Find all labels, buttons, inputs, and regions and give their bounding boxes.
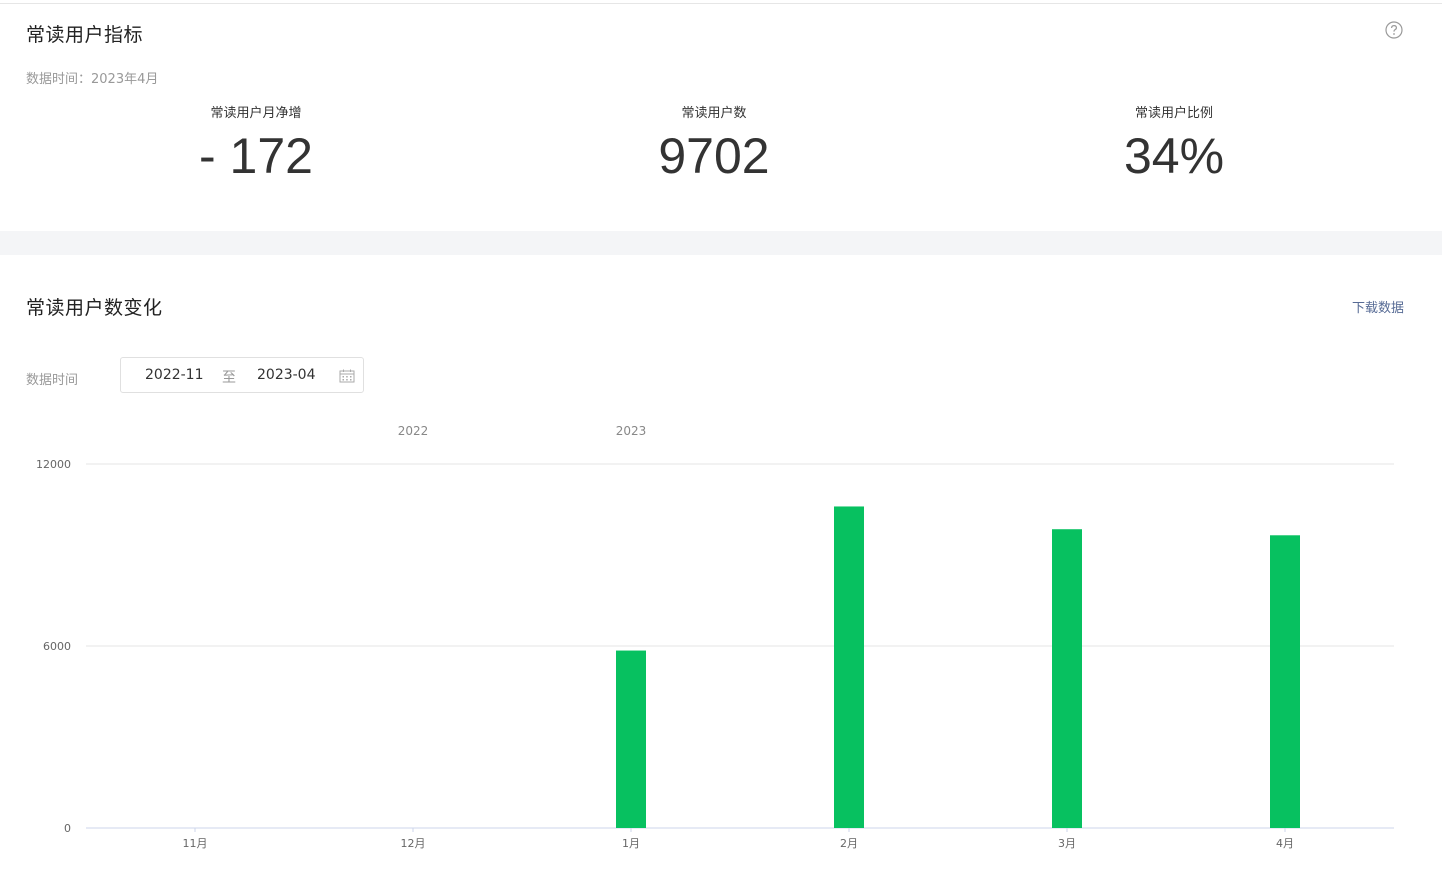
x-tick-label: 11月 (183, 837, 208, 850)
bar (1052, 529, 1082, 828)
metric-reader-count: 常读用户数 9702 (564, 105, 864, 184)
metric-reader-ratio: 常读用户比例 34% (1024, 105, 1324, 184)
bar (616, 650, 646, 828)
metric-label: 常读用户月净增 (210, 106, 302, 121)
x-tick-label: 12月 (401, 837, 426, 850)
metrics-data-time: 数据时间：2023年4月 (26, 72, 159, 87)
metric-net-growth: 常读用户月净增 - 172 (106, 105, 406, 184)
top-border (0, 3, 1442, 4)
range-start[interactable]: 2022-11 (145, 367, 204, 383)
metrics-section-title: 常读用户指标 (26, 24, 144, 46)
x-tick-label: 1月 (622, 837, 640, 850)
metric-value: - 172 (199, 128, 313, 184)
bar (834, 506, 864, 828)
section-divider (0, 231, 1442, 255)
year-label: 2023 (616, 424, 647, 438)
metric-value: 9702 (658, 128, 770, 184)
metric-label: 常读用户比例 (1134, 106, 1213, 121)
trend-section-title: 常读用户数变化 (26, 297, 163, 319)
metric-label: 常读用户数 (681, 106, 747, 121)
y-tick-label: 6000 (43, 640, 71, 653)
x-tick-label: 3月 (1058, 837, 1076, 850)
x-tick-label: 2月 (840, 837, 858, 850)
range-separator: 至 (222, 370, 236, 386)
data-time-label: 数据时间 (26, 373, 79, 388)
question-circle-icon[interactable] (1385, 21, 1403, 39)
y-tick-label: 0 (64, 822, 71, 835)
y-tick-label: 12000 (36, 458, 71, 471)
year-label: 2022 (398, 424, 429, 438)
range-end[interactable]: 2023-04 (257, 367, 316, 383)
date-range-picker[interactable]: 2022-11 至 2023-04 (120, 357, 364, 393)
reader-count-bar-chart: 0 6000 12000 2022 2023 11月 12月 1月 2月 3月 4月 (36, 424, 1394, 850)
metric-value: 34% (1123, 128, 1225, 184)
calendar-icon[interactable] (339, 369, 355, 383)
x-tick-label: 4月 (1276, 837, 1294, 850)
download-data-link[interactable]: 下载数据 (1351, 301, 1404, 316)
bar (1270, 535, 1300, 828)
